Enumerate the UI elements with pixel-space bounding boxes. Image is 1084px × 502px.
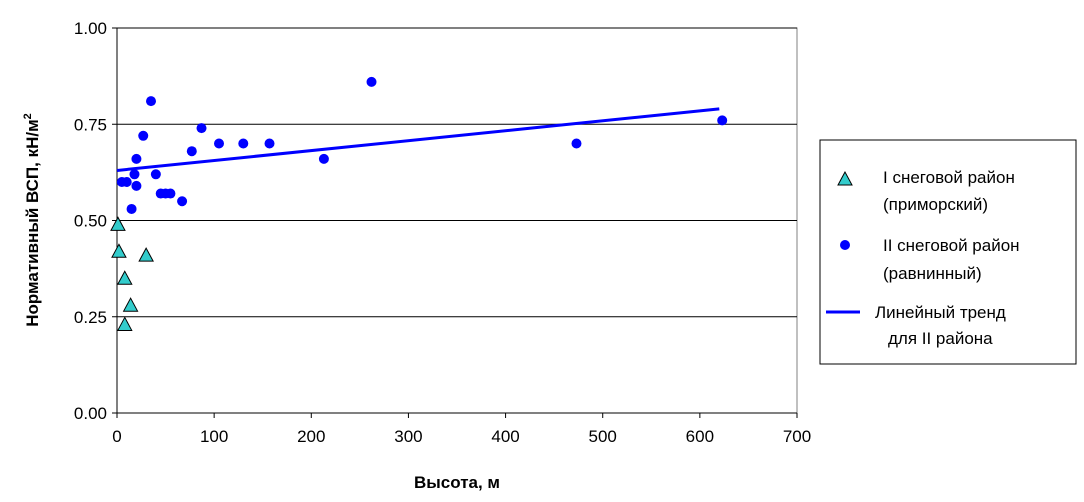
x-tick-label: 0 (112, 427, 121, 446)
scatter-point-series1 (111, 243, 127, 258)
legend-series1-line1: I снеговой район (883, 168, 1015, 187)
scatter-point-series2 (126, 203, 137, 214)
data-marks (110, 76, 728, 331)
scatter-point-series1 (116, 316, 133, 331)
scatter-point-series1 (122, 297, 139, 312)
scatter-point-series2 (318, 153, 329, 164)
scatter-point-series2 (165, 188, 176, 199)
legend-triangle-icon (837, 170, 853, 186)
scatter-point-series2 (366, 76, 377, 87)
scatter-point-series2 (131, 153, 142, 164)
legend-box (819, 139, 1077, 365)
x-axis-ticks: 0 100 200 300 400 500 600 700 (112, 413, 811, 446)
y-axis-ticks: 0.00 0.25 0.50 0.75 1.00 (74, 19, 117, 423)
scatter-point-series2 (196, 123, 207, 134)
y-axis-title-sup: 2 (22, 113, 34, 119)
x-tick-label: 300 (394, 427, 422, 446)
x-tick-label: 200 (297, 427, 325, 446)
legend-circle-icon (840, 240, 850, 250)
trend-layer (116, 107, 720, 172)
x-tick-label: 600 (686, 427, 714, 446)
legend: I снеговой район (приморский) II снегово… (819, 139, 1077, 365)
scatter-point-series2 (150, 169, 161, 180)
x-tick-label: 100 (200, 427, 228, 446)
scatter-point-series2 (177, 196, 188, 207)
y-tick-label: 1.00 (74, 19, 107, 38)
x-axis-title: Высота, м (414, 473, 500, 492)
legend-series2-line1: II снеговой район (883, 236, 1020, 255)
scatter-point-series2 (129, 169, 140, 180)
legend-series1-line2: (приморский) (883, 195, 988, 214)
scatter-point-series2 (717, 115, 728, 126)
gridlines (117, 27, 797, 318)
scatter-point-series2 (264, 138, 275, 149)
legend-trend-line2: для II района (888, 329, 993, 348)
trend-line (116, 107, 720, 172)
x-tick-label: 400 (491, 427, 519, 446)
y-axis-title-main: Нормативный ВСП, кН/м (23, 119, 42, 326)
y-tick-label: 0.00 (74, 404, 107, 423)
scatter-point-series1 (110, 216, 126, 231)
y-axis-title: Нормативный ВСП, кН/м2 (22, 113, 42, 327)
scatter-point-series1 (138, 247, 154, 262)
scatter-point-series2 (571, 138, 582, 149)
x-tick-label: 700 (783, 427, 811, 446)
y-tick-label: 0.75 (74, 115, 107, 134)
scatter-point-series2 (186, 146, 197, 157)
scatter-point-series2 (214, 138, 224, 149)
y-tick-label: 0.50 (74, 212, 107, 231)
y-tick-label: 0.25 (74, 308, 107, 327)
scatter-point-series2 (121, 177, 132, 187)
scatter-point-series1 (116, 270, 133, 285)
scatter-point-series2 (238, 138, 249, 149)
scatter-point-series2 (138, 130, 149, 141)
scatter-point-series2 (131, 180, 142, 191)
legend-trend-line1: Линейный тренд (875, 303, 1006, 322)
legend-series2-line2: (равнинный) (883, 264, 982, 283)
x-tick-label: 500 (589, 427, 617, 446)
scatter-point-series2 (146, 96, 156, 107)
